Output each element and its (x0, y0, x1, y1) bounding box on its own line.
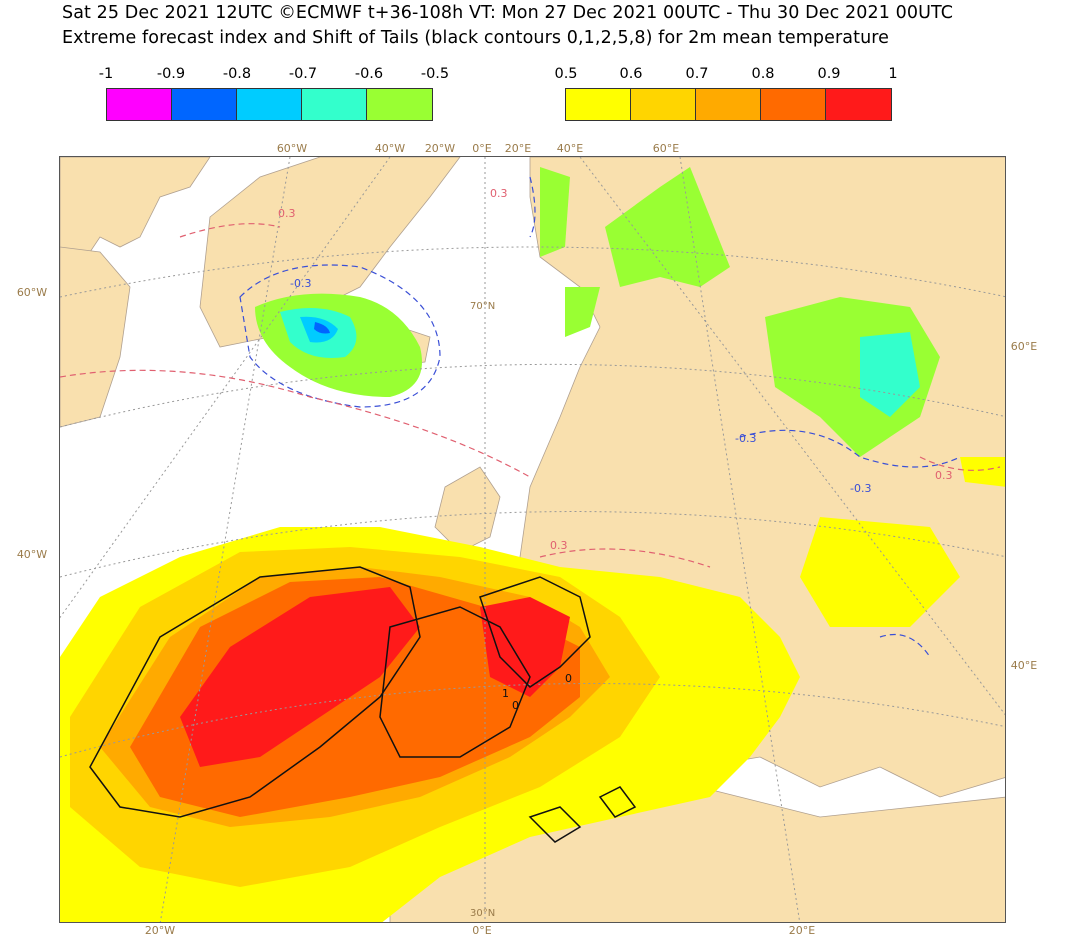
warm-legend-label: 0.7 (685, 66, 709, 82)
cold-anomaly-scandinavia (605, 167, 730, 287)
cold-anomaly-greenland (314, 322, 330, 334)
warm-swatch (566, 89, 631, 120)
warm-legend-label: 1 (888, 66, 898, 82)
efi-contour-negative (739, 429, 961, 468)
map-canvas: 0.3 0.3 -0.3 -0.3 -0.3 0.3 0.3 0 0 1 60°… (60, 157, 1005, 922)
sot-contours (89, 566, 637, 843)
lon-label-bottom: 20°W (144, 924, 176, 937)
graticule-line (60, 363, 1005, 428)
warm-anomaly-layer (60, 457, 1005, 922)
cold-swatch (107, 89, 172, 120)
warm-anomaly-france (480, 597, 570, 697)
efi-label: 0.3 (278, 207, 296, 220)
cold-anomaly-scandinavia (565, 287, 600, 337)
cold-anomaly-layer (255, 167, 940, 457)
contour-labels: 0.3 0.3 -0.3 -0.3 -0.3 0.3 0.3 0 0 1 (278, 187, 953, 712)
efi-label: 0.3 (550, 539, 568, 552)
graticule-line (60, 511, 1005, 578)
lon-label-top: 20°E (504, 142, 532, 155)
efi-label: 0.3 (935, 469, 953, 482)
warm-swatch (826, 89, 891, 120)
warm-anomaly-atlantic (180, 587, 420, 767)
lon-label-bottom: 20°E (788, 924, 816, 937)
title-line-2: Extreme forecast index and Shift of Tail… (62, 28, 890, 48)
cold-legend-label: -0.8 (222, 66, 252, 82)
efi-label: 0.3 (490, 187, 508, 200)
land-labrador (60, 246, 131, 428)
cold-anomaly-russia (860, 332, 920, 417)
sot-contour (89, 566, 421, 818)
efi-contour-negative (879, 633, 931, 658)
lat-label-70n: 70°N (470, 301, 495, 312)
warm-anomaly-east (800, 517, 960, 627)
cold-swatch (367, 89, 432, 120)
sot-contour (479, 576, 591, 688)
warm-legend-label: 0.8 (751, 66, 775, 82)
warm-swatch (761, 89, 826, 120)
cold-swatch (172, 89, 237, 120)
cold-swatch (237, 89, 302, 120)
warm-swatch (631, 89, 696, 120)
efi-label: -0.3 (290, 277, 311, 290)
efi-contour-positive (60, 369, 531, 478)
efi-map: 0.3 0.3 -0.3 -0.3 -0.3 0.3 0.3 0 0 1 60°… (59, 156, 1006, 923)
cold-swatch (302, 89, 367, 120)
sot-contour (528, 806, 582, 843)
efi-contour-positive (179, 223, 281, 238)
efi-label: -0.3 (850, 482, 871, 495)
lon-label-top: 20°W (424, 142, 456, 155)
sot-label: 0 (512, 699, 519, 712)
cold-legend-label: -0.5 (420, 66, 450, 82)
graticule-line (60, 683, 1005, 758)
title-line-1: Sat 25 Dec 2021 12UTC ©ECMWF t+36-108h V… (62, 3, 954, 23)
land-greenland (199, 157, 461, 348)
warm-legend-scale (565, 88, 892, 121)
lon-label-top: 60°E (652, 142, 680, 155)
lon-label-top: 40°E (556, 142, 584, 155)
sot-label: 1 (502, 687, 509, 700)
land-british-isles (434, 466, 501, 553)
lon-label-bottom: 0°E (472, 924, 492, 937)
bottom-label: 30°N (470, 908, 495, 919)
efi-contour-negative (529, 176, 536, 238)
lon-label-top: 40°W (374, 142, 406, 155)
efi-label: -0.3 (735, 432, 756, 445)
graticule-line (60, 246, 1005, 298)
sot-contour (598, 786, 637, 818)
sot-contour (379, 606, 531, 758)
graticule-line (579, 157, 1005, 716)
cold-legend-label: -0.6 (354, 66, 384, 82)
lon-label-top: 60°W (276, 142, 308, 155)
efi-contour-positive (539, 548, 711, 568)
lon-label-left: 40°W (16, 548, 48, 561)
graticule-labels: 60°W 40°W 20°W 0°E 20°E 40°E 60°E 70°N 3… (470, 301, 495, 919)
efi-contour-positive (919, 456, 1001, 471)
cold-legend-label: -1 (98, 66, 114, 82)
cold-legend-scale (106, 88, 433, 121)
warm-legend-label: 0.9 (817, 66, 841, 82)
warm-anomaly-caspian (960, 457, 1005, 487)
sot-label: 0 (565, 672, 572, 685)
cold-anomaly-scandinavia (540, 167, 570, 257)
efi-contour-negative (239, 264, 441, 408)
cold-legend-label: -0.9 (156, 66, 186, 82)
lon-label-right: 40°E (1010, 659, 1038, 672)
graticule-line (679, 157, 801, 922)
warm-legend-label: 0.6 (619, 66, 643, 82)
lon-label-left: 60°W (16, 286, 48, 299)
warm-swatch (696, 89, 761, 120)
lon-label-right: 60°E (1010, 340, 1038, 353)
efi-contours (60, 176, 1001, 658)
lon-label-top: 0°E (472, 142, 492, 155)
graticule-layer (60, 157, 1005, 922)
warm-legend-label: 0.5 (554, 66, 578, 82)
cold-legend-label: -0.7 (288, 66, 318, 82)
